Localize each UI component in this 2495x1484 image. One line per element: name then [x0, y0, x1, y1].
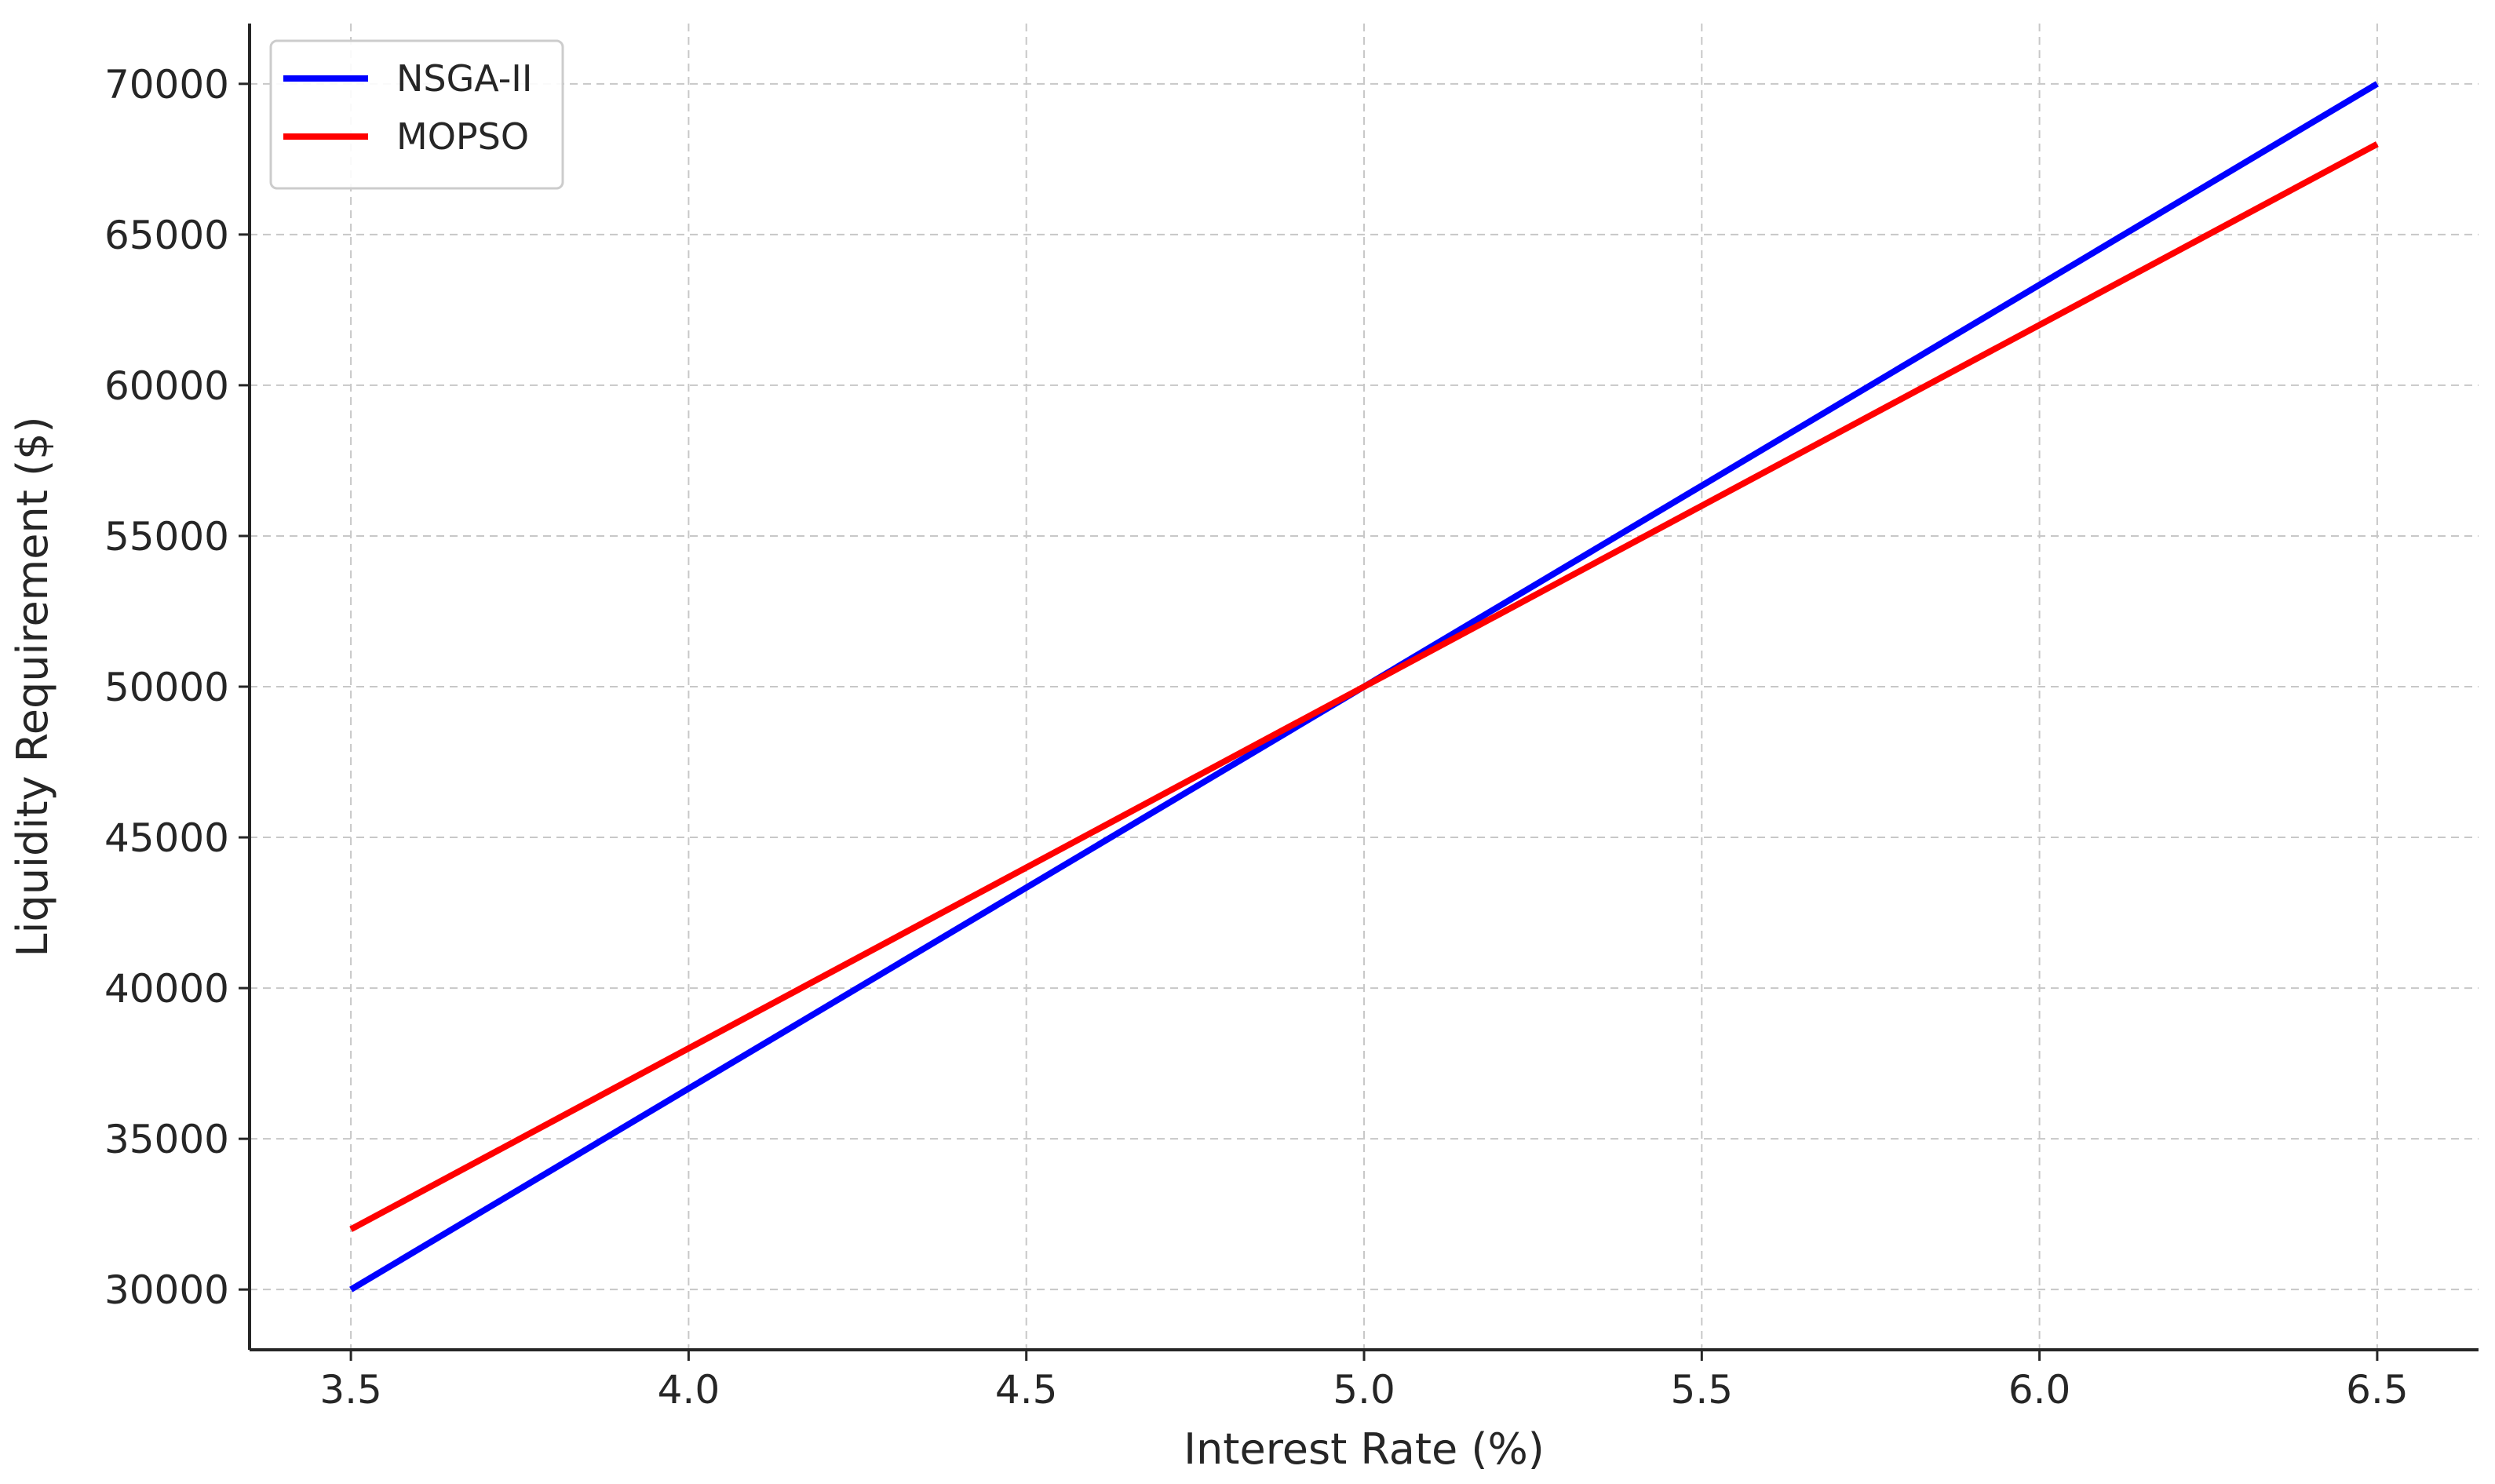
- x-tick-label: 3.5: [319, 1367, 382, 1413]
- y-tick-label: 70000: [104, 62, 229, 108]
- y-tick-label: 40000: [104, 966, 229, 1012]
- y-tick-label: 60000: [104, 363, 229, 409]
- x-tick-label: 4.0: [658, 1367, 720, 1413]
- y-tick-label: 55000: [104, 514, 229, 560]
- x-tick-label: 6.0: [2008, 1367, 2071, 1413]
- x-axis-label: Interest Rate (%): [1184, 1424, 1545, 1474]
- y-tick-label: 50000: [104, 665, 229, 710]
- ticks: 3.5 4.0 4.5 5.0 5.5 6.0 6.5 30000 35000 40000 4500…: [104, 62, 2409, 1413]
- series-line-mopso: [349, 141, 2379, 1232]
- x-tick-label: 4.5: [995, 1367, 1058, 1413]
- y-tick-label: 35000: [104, 1117, 229, 1162]
- y-axis-label: Liquidity Requirement ($): [8, 416, 57, 957]
- series: [349, 81, 2379, 1293]
- legend-label-mopso: MOPSO: [396, 115, 529, 158]
- legend-label-nsga-ii: NSGA-II: [396, 57, 532, 100]
- x-tick-label: 6.5: [2346, 1367, 2409, 1413]
- legend: NSGA-II MOPSO: [269, 39, 564, 190]
- y-tick-label: 65000: [104, 213, 229, 258]
- x-tick-label: 5.0: [1333, 1367, 1395, 1413]
- x-tick-label: 5.5: [1671, 1367, 1734, 1413]
- y-tick-label: 45000: [104, 815, 229, 861]
- y-tick-label: 30000: [104, 1267, 229, 1313]
